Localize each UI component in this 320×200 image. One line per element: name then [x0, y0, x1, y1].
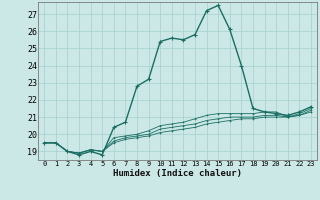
X-axis label: Humidex (Indice chaleur): Humidex (Indice chaleur) [113, 169, 242, 178]
